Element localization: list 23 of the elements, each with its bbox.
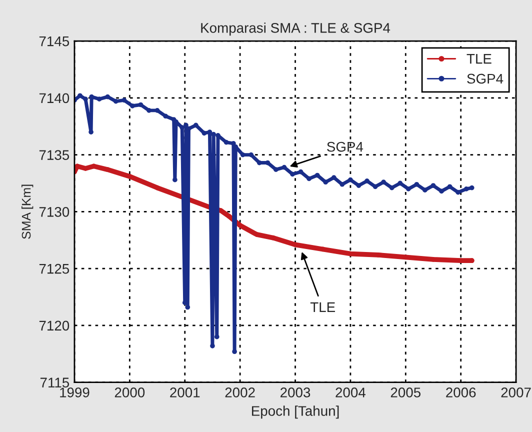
x-tick-label: 2003: [280, 388, 310, 398]
x-tick-label: 2005: [390, 388, 421, 398]
y-tick-label: 7135: [39, 150, 70, 160]
y-tick-label: 7130: [39, 207, 70, 217]
y-tick-label: 7145: [39, 36, 70, 46]
x-tick-label: 1999: [60, 388, 90, 398]
x-tick-label: 2000: [114, 388, 145, 398]
x-tick-label: 2002: [225, 388, 255, 398]
x-tick-label: 2006: [446, 388, 476, 398]
chart-title: Komparasi SMA : TLE & SGP4: [201, 22, 390, 36]
x-tick-label: 2007: [501, 388, 531, 398]
x-tick-label: 2001: [170, 388, 200, 398]
x-tick-label: 2004: [336, 388, 366, 398]
y-tick-label: 7125: [39, 264, 70, 274]
x-axis-title: Epoch [Tahun]: [252, 406, 339, 419]
legend-label: TLE: [466, 54, 492, 64]
annotation: SGP4: [327, 142, 364, 152]
y-tick-label: 7140: [39, 93, 70, 104]
y-axis-title: SMA [Km]: [22, 184, 34, 239]
legend-label: SGP4: [467, 74, 504, 84]
y-tick-label: 7120: [39, 320, 70, 331]
y-tick-label: 7115: [40, 378, 70, 388]
annotation: TLE: [310, 302, 335, 312]
